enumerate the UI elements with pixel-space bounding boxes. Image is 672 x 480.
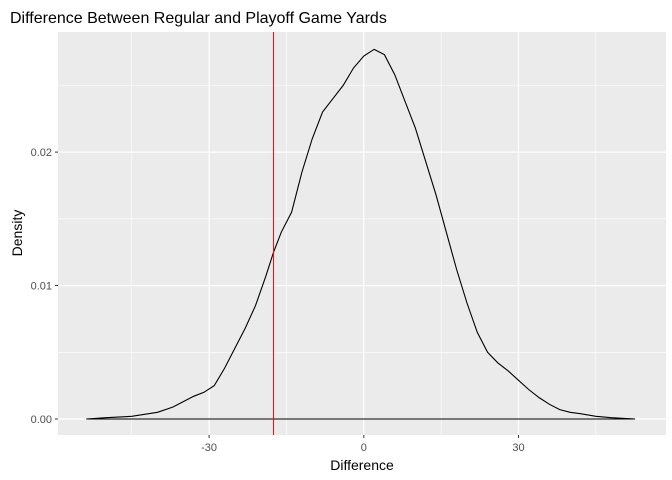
y-axis-label: Density [9,210,25,257]
density-curve [86,48,636,420]
chart-title: Difference Between Regular and Playoff G… [10,10,387,27]
y-axis-ticks: 0.00 0.01 0.02 [31,147,58,426]
y-tick-label: 0.00 [31,414,52,426]
x-tick-label: -30 [201,442,217,454]
x-axis-ticks: -30 0 30 [201,435,525,454]
x-tick-label: 30 [512,442,524,454]
plot-panel [58,32,666,435]
y-tick-label: 0.02 [31,147,52,159]
minor-grid [58,32,666,435]
y-tick-label: 0.01 [31,281,52,293]
x-axis-label: Difference [330,457,394,473]
x-tick-label: 0 [361,442,367,454]
